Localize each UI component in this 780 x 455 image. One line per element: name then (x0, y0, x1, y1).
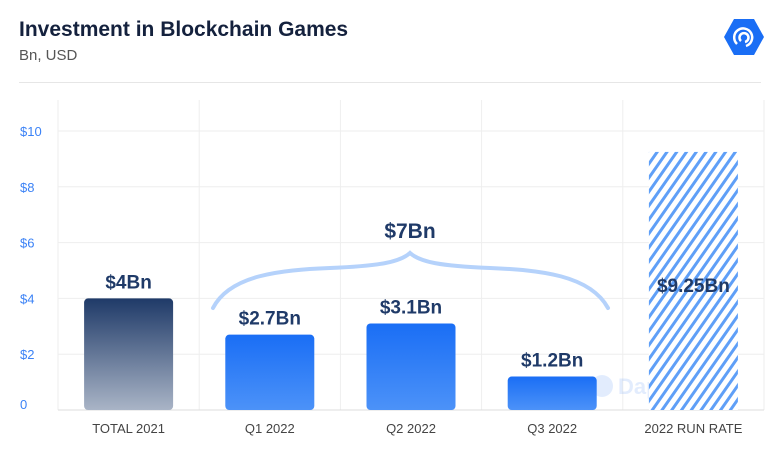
data-label: $2.7Bn (239, 309, 301, 330)
x-tick-label: TOTAL 2021 (92, 421, 165, 436)
dappradar-logo-icon (724, 19, 764, 55)
y-tick-label: 0 (20, 397, 27, 412)
chart-subtitle: Bn, USD (19, 47, 78, 64)
bar-q2-2022 (366, 323, 456, 410)
data-label: $1.2Bn (521, 351, 583, 372)
data-label: $4Bn (105, 272, 151, 293)
y-tick-label: $8 (20, 180, 34, 195)
x-tick-label: Q1 2022 (245, 421, 295, 436)
header-divider (19, 82, 761, 83)
bar-total-2021 (84, 298, 174, 410)
x-tick-label: 2022 RUN RATE (644, 421, 742, 436)
chart-title: Investment in Blockchain Games (19, 18, 349, 41)
y-tick-label: $6 (20, 236, 34, 251)
brace-annotation (211, 250, 610, 310)
y-tick-label: $4 (20, 291, 34, 306)
bar-q3-2022 (507, 376, 597, 410)
bar-q1-2022 (225, 334, 315, 410)
bar-2022-run-rate (648, 151, 738, 411)
data-label: $9.25Bn (657, 276, 730, 297)
x-tick-label: Q2 2022 (386, 421, 436, 436)
y-tick-label: $10 (20, 124, 42, 139)
x-tick-label: Q3 2022 (527, 421, 577, 436)
brace-label: $7Bn (384, 220, 435, 243)
data-label: $3.1Bn (380, 298, 442, 319)
y-tick-label: $2 (20, 347, 34, 362)
